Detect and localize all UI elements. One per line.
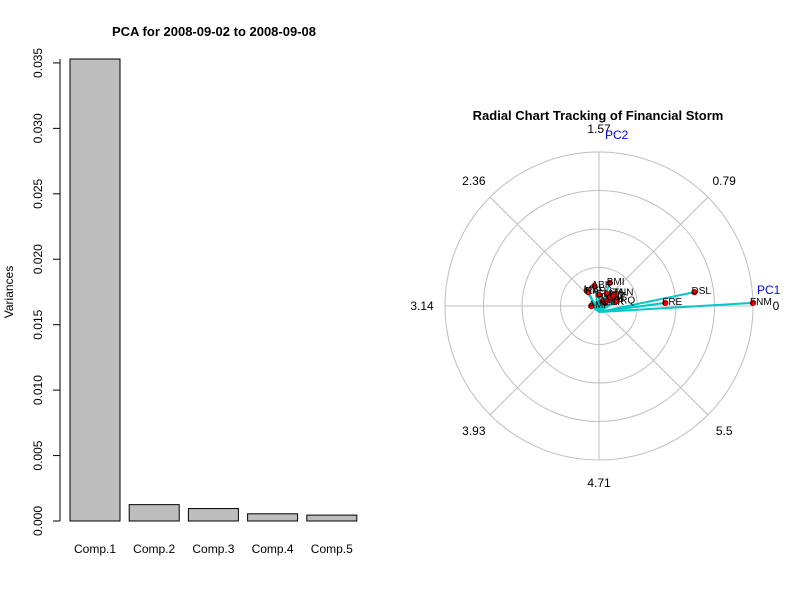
data-point <box>662 299 669 307</box>
grid-spoke <box>598 196 709 307</box>
angle-label: 5.5 <box>716 424 733 438</box>
bars <box>69 58 358 522</box>
data-point <box>749 299 757 307</box>
y-tick-label: 0.020 <box>31 244 45 274</box>
x-tick-label: Comp.2 <box>133 542 175 556</box>
pc2-axis-label: PC2 <box>605 128 629 142</box>
bar <box>247 513 299 522</box>
data-point <box>612 298 620 305</box>
bar <box>69 58 121 522</box>
angle-label: 0.79 <box>712 174 736 188</box>
point-label: CIT <box>610 291 626 302</box>
loading-arrow <box>598 291 695 313</box>
radial-chart-title: Radial Chart Tracking of Financial Storm <box>473 108 724 123</box>
point-label: TNN <box>613 288 634 299</box>
point-label: HRQ <box>613 295 635 306</box>
point-label: CFC <box>607 292 628 303</box>
grid-spoke <box>489 305 600 416</box>
point-label: AMF <box>588 300 609 311</box>
pc-axes: PC1 PC2 <box>605 128 781 297</box>
variance-bar-chart: PCA for 2008-09-02 to 2008-09-08 Varianc… <box>2 24 358 556</box>
point-label: RAS <box>585 286 606 297</box>
bar <box>306 514 358 522</box>
point-label: ABK <box>591 280 611 291</box>
point-label: MBI <box>584 285 602 296</box>
y-axis-ticks: 0.000 0.005 0.010 0.015 0.020 0.025 0.030 0.035 <box>31 48 60 536</box>
angle-label: 3.14 <box>410 299 434 313</box>
y-tick-label: 0.025 <box>31 178 45 208</box>
angle-label: 1.57 <box>587 122 611 136</box>
data-point <box>602 299 609 307</box>
radial-angle-labels: 0 0.79 1.57 2.36 3.14 3.93 4.71 5.5 <box>410 122 779 490</box>
grid-spoke <box>598 305 709 416</box>
data-point <box>609 293 616 300</box>
data-point <box>603 290 610 297</box>
bar <box>187 508 239 522</box>
x-tick-label: Comp.3 <box>192 542 234 556</box>
radial-chart: Radial Chart Tracking of Financial Storm… <box>410 108 780 490</box>
point-label: DSL <box>691 286 711 297</box>
point-label: FNM <box>750 297 772 308</box>
x-tick-label: Comp.5 <box>311 542 353 556</box>
y-tick-label: 0.015 <box>31 309 45 339</box>
y-tick-label: 0.000 <box>31 506 45 536</box>
data-point <box>588 302 595 310</box>
loading-arrow <box>598 300 617 313</box>
angle-label: 0 <box>773 299 780 313</box>
data-point <box>595 292 603 299</box>
x-axis-labels: Comp.1 Comp.2 Comp.3 Comp.4 Comp.5 <box>74 542 353 556</box>
point-label: BMI <box>607 277 625 288</box>
point-label: FRE <box>662 297 682 308</box>
data-point <box>585 289 592 296</box>
pc1-axis-label: PC1 <box>757 283 781 297</box>
angle-label: 4.71 <box>587 476 611 490</box>
y-axis-label: Variances <box>2 266 16 318</box>
x-tick-label: Comp.1 <box>74 542 116 556</box>
bar <box>128 504 180 522</box>
y-tick-label: 0.010 <box>31 375 45 405</box>
data-point <box>591 282 598 290</box>
grid-spoke <box>489 196 600 307</box>
y-tick-label: 0.005 <box>31 440 45 470</box>
bar-chart-title: PCA for 2008-09-02 to 2008-09-08 <box>112 24 316 39</box>
angle-label: 3.93 <box>462 424 486 438</box>
radial-points: FNMFREDSLBMIABKMBIRASGNWLEHAIGWMMERCFCTN… <box>583 277 772 313</box>
loading-arrow <box>587 291 600 313</box>
data-point <box>691 289 698 296</box>
x-tick-label: Comp.4 <box>252 542 294 556</box>
data-point <box>606 279 613 287</box>
angle-label: 2.36 <box>462 174 486 188</box>
y-tick-label: 0.030 <box>31 113 45 143</box>
loading-arrow <box>598 301 754 313</box>
y-tick-label: 0.035 <box>31 48 45 78</box>
